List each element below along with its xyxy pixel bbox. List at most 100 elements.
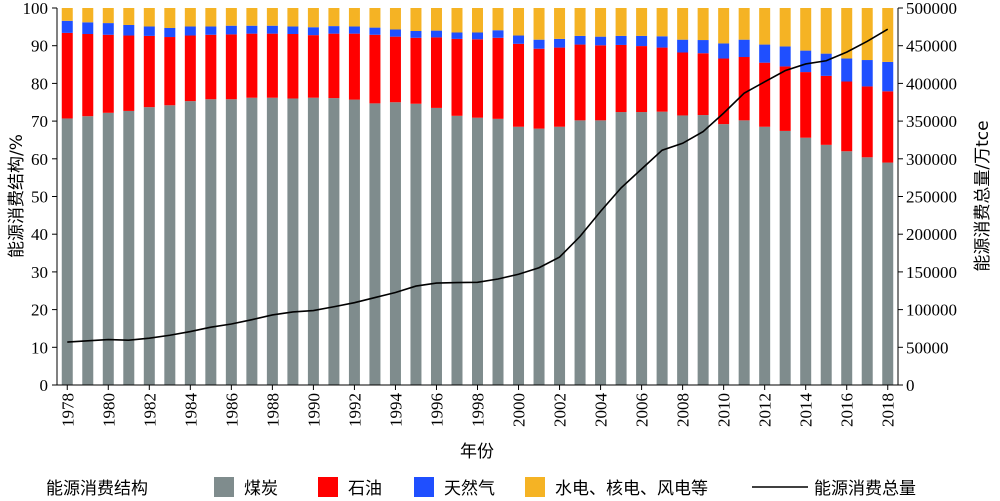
bar-oil-2001 <box>533 48 545 129</box>
bar-renewables-2013 <box>779 8 791 47</box>
bar-coal-1995 <box>410 103 422 385</box>
line-total-consumption <box>67 28 889 343</box>
bar-oil-1989 <box>287 34 299 99</box>
bar-coal-2014 <box>800 137 812 385</box>
bar-gas-1981 <box>123 24 135 36</box>
bar-coal-2009 <box>697 115 709 385</box>
bar-oil-1982 <box>143 35 155 108</box>
bar-renewables-1987 <box>246 8 258 26</box>
bar-gas-1988 <box>266 25 278 34</box>
bar-renewables-2010 <box>718 8 730 44</box>
bar-coal-2001 <box>533 128 545 385</box>
bar-coal-1985 <box>205 99 217 385</box>
bar-oil-2012 <box>759 62 771 127</box>
bar-coal-1998 <box>472 117 483 386</box>
bar-gas-1990 <box>307 27 319 36</box>
bar-renewables-1982 <box>143 8 155 27</box>
bar-oil-1988 <box>266 33 278 98</box>
bar-renewables-2004 <box>595 8 607 37</box>
bar-oil-2014 <box>800 72 812 138</box>
y-left-tick-label: 20 <box>31 301 48 320</box>
x-tick-label: 2006 <box>633 393 652 427</box>
bar-oil-1980 <box>102 34 114 113</box>
bar-renewables-2006 <box>636 8 648 36</box>
bar-gas-2001 <box>533 39 545 49</box>
bar-coal-1989 <box>287 98 299 385</box>
y-axis-left-title: 能源消费结构/% <box>7 134 27 258</box>
bar-coal-1991 <box>328 98 340 385</box>
bar-oil-2017 <box>861 86 873 158</box>
bar-renewables-2016 <box>841 8 853 59</box>
bar-oil-1992 <box>348 33 360 100</box>
bar-oil-1986 <box>225 34 237 100</box>
legend-swatch-coal <box>214 477 234 497</box>
legend-label-oil: 石油 <box>348 479 382 499</box>
bar-gas-1987 <box>246 25 258 34</box>
y-left-tick-label: 40 <box>31 225 48 244</box>
bar-renewables-2015 <box>820 8 832 54</box>
bar-layer <box>61 8 894 386</box>
bar-oil-1994 <box>389 36 401 103</box>
bar-oil-2007 <box>656 47 668 112</box>
x-tick-label: 2010 <box>715 393 734 427</box>
y-left-tick-label: 100 <box>23 0 49 18</box>
bar-renewables-2001 <box>533 8 545 40</box>
bar-oil-1998 <box>472 39 483 118</box>
bar-coal-2006 <box>636 112 648 386</box>
bar-coal-2018 <box>882 162 894 385</box>
bar-coal-1981 <box>123 110 135 386</box>
bar-coal-2013 <box>779 130 791 385</box>
bar-coal-1984 <box>184 101 196 386</box>
bar-oil-1990 <box>307 35 319 98</box>
bar-coal-1997 <box>451 115 463 385</box>
bar-renewables-2009 <box>697 8 709 41</box>
bar-gas-1991 <box>328 26 340 34</box>
x-tick-label: 1980 <box>99 393 118 427</box>
bar-renewables-1989 <box>287 8 299 27</box>
bar-coal-1978 <box>61 118 73 386</box>
bar-coal-2016 <box>841 151 853 385</box>
bar-renewables-2014 <box>800 8 812 51</box>
x-tick-label: 1998 <box>469 393 488 427</box>
bar-gas-2013 <box>779 46 791 67</box>
bar-renewables-1988 <box>266 8 278 26</box>
bar-renewables-1980 <box>102 8 114 24</box>
y-right-tick-label: 100000 <box>906 301 957 320</box>
bar-coal-1987 <box>246 97 258 385</box>
bar-oil-2018 <box>882 91 894 163</box>
x-tick-label: 1984 <box>181 393 200 428</box>
bar-renewables-2000 <box>513 8 525 36</box>
y-axis-right-title: 能源消费总量/万tce <box>973 120 993 271</box>
bar-renewables-2008 <box>677 8 689 40</box>
bar-renewables-2005 <box>615 8 627 36</box>
bar-gas-1982 <box>143 26 155 36</box>
bar-gas-2017 <box>861 60 873 87</box>
bar-gas-2016 <box>841 58 853 82</box>
bar-renewables-1993 <box>369 8 381 28</box>
bar-coal-2002 <box>554 126 566 385</box>
x-tick-label: 1990 <box>304 393 323 427</box>
x-tick-label: 1982 <box>140 393 159 427</box>
bar-renewables-1997 <box>451 8 463 33</box>
x-tick-label: 2008 <box>674 393 693 427</box>
x-tick-label: 2000 <box>510 393 529 427</box>
bar-renewables-1984 <box>184 8 196 27</box>
bar-coal-1983 <box>164 105 176 386</box>
bar-coal-1992 <box>348 99 360 386</box>
bar-gas-2007 <box>656 36 668 48</box>
bar-oil-2016 <box>841 81 853 152</box>
bar-renewables-2007 <box>656 8 668 37</box>
bar-oil-1991 <box>328 33 340 99</box>
bar-gas-2002 <box>554 38 566 48</box>
bar-coal-1986 <box>225 99 237 385</box>
bar-renewables-1986 <box>225 8 237 26</box>
bar-renewables-1981 <box>123 8 135 25</box>
bar-gas-1984 <box>184 26 196 36</box>
bar-gas-1998 <box>472 32 483 40</box>
x-tick-label: 1978 <box>58 393 77 427</box>
bar-gas-2000 <box>513 35 525 44</box>
bar-renewables-2011 <box>738 8 750 40</box>
bar-oil-2011 <box>738 57 750 121</box>
bar-oil-2000 <box>513 43 525 127</box>
y-right-tick-label: 0 <box>906 376 915 395</box>
